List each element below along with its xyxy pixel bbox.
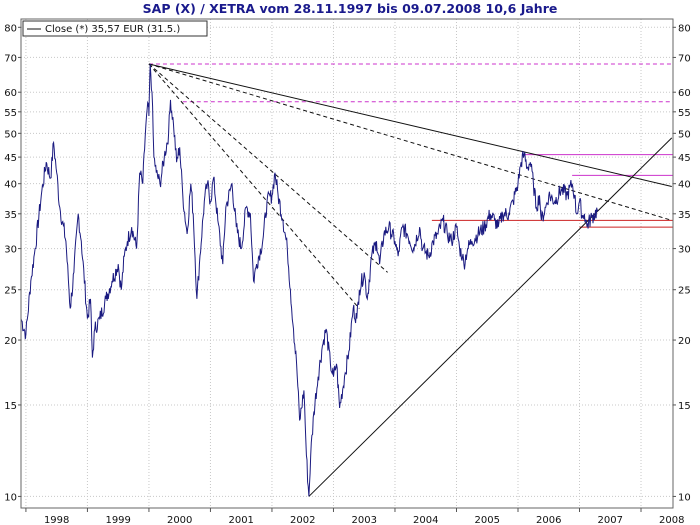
y-tick-label: 35 xyxy=(4,210,17,221)
y-tick-label: 30 xyxy=(678,245,691,256)
x-tick-label: 2006 xyxy=(536,515,561,525)
y-tick-label: 50 xyxy=(4,129,17,140)
price-series xyxy=(20,63,599,497)
y-tick-label: 20 xyxy=(4,336,17,347)
y-tick-label: 30 xyxy=(4,245,17,256)
y-tick-label: 55 xyxy=(4,108,17,119)
horizontal-lines xyxy=(148,63,673,228)
y-tick-label: 10 xyxy=(678,492,691,503)
close-price-line xyxy=(20,63,599,497)
y-tick-label: 45 xyxy=(4,153,17,164)
x-tick-label: 2008 xyxy=(659,515,684,525)
y-tick-label: 25 xyxy=(4,286,17,297)
x-axis: 1998 1999 2000 2001 2002 2003 2004 2005 2006 2007… xyxy=(25,508,684,525)
x-tick-label: 1998 xyxy=(44,515,69,525)
x-tick-label: 2007 xyxy=(598,515,623,525)
support-trendline xyxy=(308,137,673,497)
y-axis-right: 10 15 20 25 30 35 40 45 50 55 60 70 80 xyxy=(673,23,691,503)
x-tick-label: 2000 xyxy=(167,515,192,525)
y-axis-left: 10 15 20 25 30 35 40 45 50 55 60 70 80 xyxy=(4,23,21,503)
y-tick-label: 10 xyxy=(4,492,17,503)
y-tick-label: 40 xyxy=(678,180,691,191)
resistance-trendline xyxy=(148,63,360,309)
resistance-trendline xyxy=(148,63,388,273)
y-tick-label: 80 xyxy=(4,23,17,34)
y-tick-label: 50 xyxy=(678,129,691,140)
y-tick-label: 35 xyxy=(678,210,691,221)
y-tick-label: 55 xyxy=(678,108,691,119)
y-tick-label: 15 xyxy=(4,401,17,412)
y-tick-label: 60 xyxy=(678,88,691,99)
x-tick-label: 2002 xyxy=(290,515,315,525)
legend-label: Close (*) 35,57 EUR (31.5.) xyxy=(45,24,180,35)
y-tick-label: 70 xyxy=(4,53,17,64)
legend-box xyxy=(22,20,208,37)
legend: Close (*) 35,57 EUR (31.5.) xyxy=(22,20,208,37)
y-tick-label: 20 xyxy=(678,336,691,347)
y-tick-label: 70 xyxy=(678,53,691,64)
y-tick-label: 60 xyxy=(4,88,17,99)
x-tick-label: 1999 xyxy=(105,515,130,525)
x-tick-label: 2005 xyxy=(475,515,500,525)
x-tick-label: 2001 xyxy=(228,515,253,525)
y-tick-label: 40 xyxy=(4,180,17,191)
y-tick-label: 25 xyxy=(678,286,691,297)
plot-frame xyxy=(20,18,674,509)
x-tick-label: 2004 xyxy=(413,515,438,525)
y-tick-label: 45 xyxy=(678,153,691,164)
resistance-trendline xyxy=(148,63,672,188)
x-tick-label: 2003 xyxy=(351,515,376,525)
chart-title: SAP (X) / XETRA vom 28.11.1997 bis 09.07… xyxy=(143,1,558,16)
y-tick-label: 80 xyxy=(678,23,691,34)
y-tick-label: 15 xyxy=(678,401,691,412)
trendlines xyxy=(148,63,673,497)
